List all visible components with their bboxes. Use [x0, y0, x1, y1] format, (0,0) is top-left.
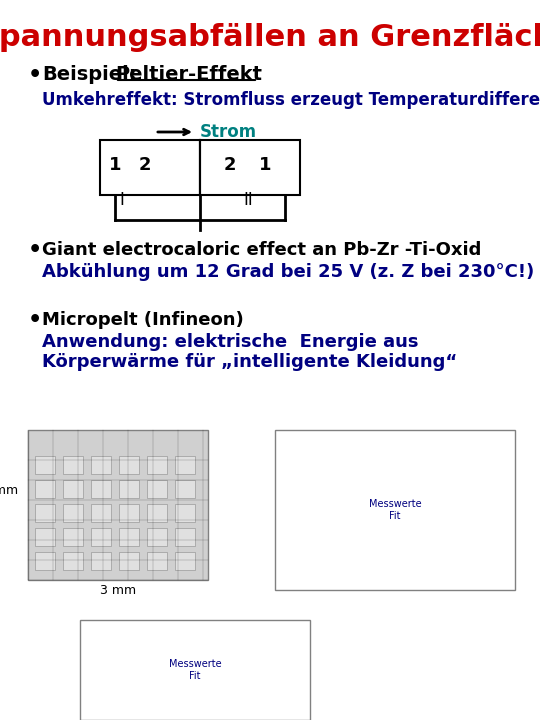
- Bar: [119, 504, 139, 522]
- Text: Messwerte
Fit: Messwerte Fit: [168, 660, 221, 681]
- Text: I: I: [119, 191, 124, 209]
- Bar: [119, 528, 139, 546]
- Bar: [147, 552, 167, 570]
- Bar: [35, 456, 55, 474]
- Text: 1: 1: [259, 156, 271, 174]
- Text: Giant electrocaloric effect an Pb-Zr -Ti-Oxid: Giant electrocaloric effect an Pb-Zr -Ti…: [42, 241, 481, 259]
- Text: 3 mm: 3 mm: [100, 583, 136, 596]
- Bar: [200, 140, 300, 195]
- Text: 2: 2: [139, 156, 151, 174]
- Bar: [28, 430, 208, 580]
- Text: Anwendung: elektrische  Energie aus: Anwendung: elektrische Energie aus: [42, 333, 419, 351]
- Bar: [91, 480, 111, 498]
- Bar: [63, 528, 83, 546]
- Text: Körperwärme für „intelligente Kleidung“: Körperwärme für „intelligente Kleidung“: [42, 353, 457, 371]
- Text: •: •: [28, 240, 42, 260]
- Bar: [35, 528, 55, 546]
- Text: •: •: [28, 310, 42, 330]
- Bar: [35, 552, 55, 570]
- Bar: [119, 480, 139, 498]
- Text: Beispiel:: Beispiel:: [42, 66, 137, 84]
- Text: •: •: [28, 65, 42, 85]
- Bar: [119, 456, 139, 474]
- Bar: [80, 620, 310, 720]
- Bar: [175, 504, 195, 522]
- Bar: [63, 552, 83, 570]
- Bar: [91, 528, 111, 546]
- Text: Abkühlung um 12 Grad bei 25 V (z. Z bei 230°C!): Abkühlung um 12 Grad bei 25 V (z. Z bei …: [42, 263, 534, 281]
- Bar: [175, 480, 195, 498]
- Text: 2: 2: [224, 156, 237, 174]
- Bar: [63, 456, 83, 474]
- Text: Micropelt (Infineon): Micropelt (Infineon): [42, 311, 244, 329]
- Text: Peltier-Effekt: Peltier-Effekt: [115, 66, 262, 84]
- Bar: [63, 480, 83, 498]
- Bar: [175, 456, 195, 474]
- Bar: [91, 504, 111, 522]
- Text: 5.Spannungsabfällen an Grenzflächen: 5.Spannungsabfällen an Grenzflächen: [0, 24, 540, 53]
- Bar: [147, 456, 167, 474]
- Bar: [100, 140, 200, 195]
- Text: 3 mm: 3 mm: [0, 484, 18, 497]
- Text: Strom: Strom: [200, 123, 257, 141]
- Bar: [91, 552, 111, 570]
- Text: 1: 1: [109, 156, 122, 174]
- Bar: [119, 552, 139, 570]
- Bar: [147, 480, 167, 498]
- Bar: [275, 430, 515, 590]
- Bar: [35, 480, 55, 498]
- Bar: [63, 504, 83, 522]
- Text: II: II: [243, 191, 253, 209]
- Bar: [35, 504, 55, 522]
- Text: Messwerte
Fit: Messwerte Fit: [369, 499, 421, 521]
- Bar: [147, 504, 167, 522]
- Bar: [175, 528, 195, 546]
- Bar: [147, 528, 167, 546]
- Bar: [91, 456, 111, 474]
- Text: Umkehreffekt: Stromfluss erzeugt Temperaturdifferenz: Umkehreffekt: Stromfluss erzeugt Tempera…: [42, 91, 540, 109]
- Bar: [175, 552, 195, 570]
